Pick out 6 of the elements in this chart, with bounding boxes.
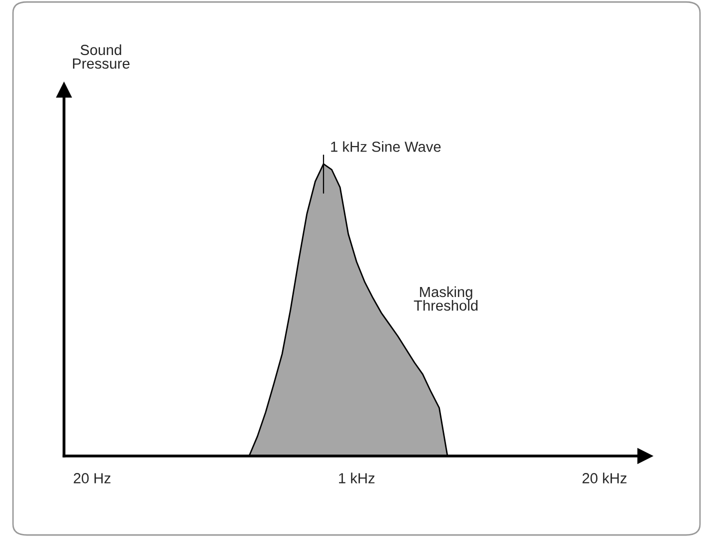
text: Sound Pressure [73, 44, 130, 69]
annotation: Masking Threshold [414, 286, 478, 311]
x-tick-label: 20 Hz [74, 473, 110, 484]
x-tick-label: 20 kHz [582, 472, 626, 484]
x-tick-label: 1 kHz [339, 472, 374, 484]
text: 1 kHz Sine Wave [331, 141, 441, 152]
